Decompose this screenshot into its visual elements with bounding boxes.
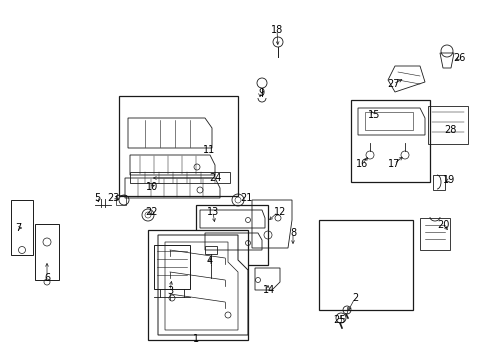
Text: 16: 16 xyxy=(355,159,367,169)
Text: 12: 12 xyxy=(273,207,285,217)
Text: 4: 4 xyxy=(206,256,213,266)
Text: 18: 18 xyxy=(270,25,283,35)
Bar xyxy=(148,230,247,340)
Bar xyxy=(318,220,412,310)
Bar xyxy=(204,246,217,254)
Bar xyxy=(350,100,429,182)
Text: 10: 10 xyxy=(145,182,158,192)
Bar xyxy=(119,96,238,196)
Text: 14: 14 xyxy=(263,285,275,295)
Bar xyxy=(154,245,190,289)
Bar xyxy=(116,195,126,205)
Text: 21: 21 xyxy=(239,193,252,203)
Text: 5: 5 xyxy=(94,193,100,203)
Text: 28: 28 xyxy=(443,125,455,135)
Text: 27: 27 xyxy=(386,79,398,89)
Text: 11: 11 xyxy=(203,145,215,155)
Text: 7: 7 xyxy=(15,223,21,233)
Text: 25: 25 xyxy=(333,315,346,325)
Text: 3: 3 xyxy=(166,286,173,296)
Text: 13: 13 xyxy=(206,207,219,217)
Text: 1: 1 xyxy=(193,334,199,344)
Bar xyxy=(35,224,59,280)
Text: 23: 23 xyxy=(106,193,119,203)
Text: 19: 19 xyxy=(442,175,454,185)
Text: 24: 24 xyxy=(208,173,221,183)
Bar xyxy=(11,200,33,255)
Bar xyxy=(364,112,412,130)
Text: 26: 26 xyxy=(452,53,464,63)
Text: 2: 2 xyxy=(351,293,357,303)
Bar xyxy=(196,205,267,265)
Text: 17: 17 xyxy=(387,159,399,169)
Text: 20: 20 xyxy=(436,220,448,230)
Text: 9: 9 xyxy=(257,88,264,98)
Text: 22: 22 xyxy=(145,207,158,217)
Text: 8: 8 xyxy=(289,228,295,238)
Text: 6: 6 xyxy=(44,273,50,283)
Bar xyxy=(427,106,467,144)
Text: 15: 15 xyxy=(367,110,379,120)
